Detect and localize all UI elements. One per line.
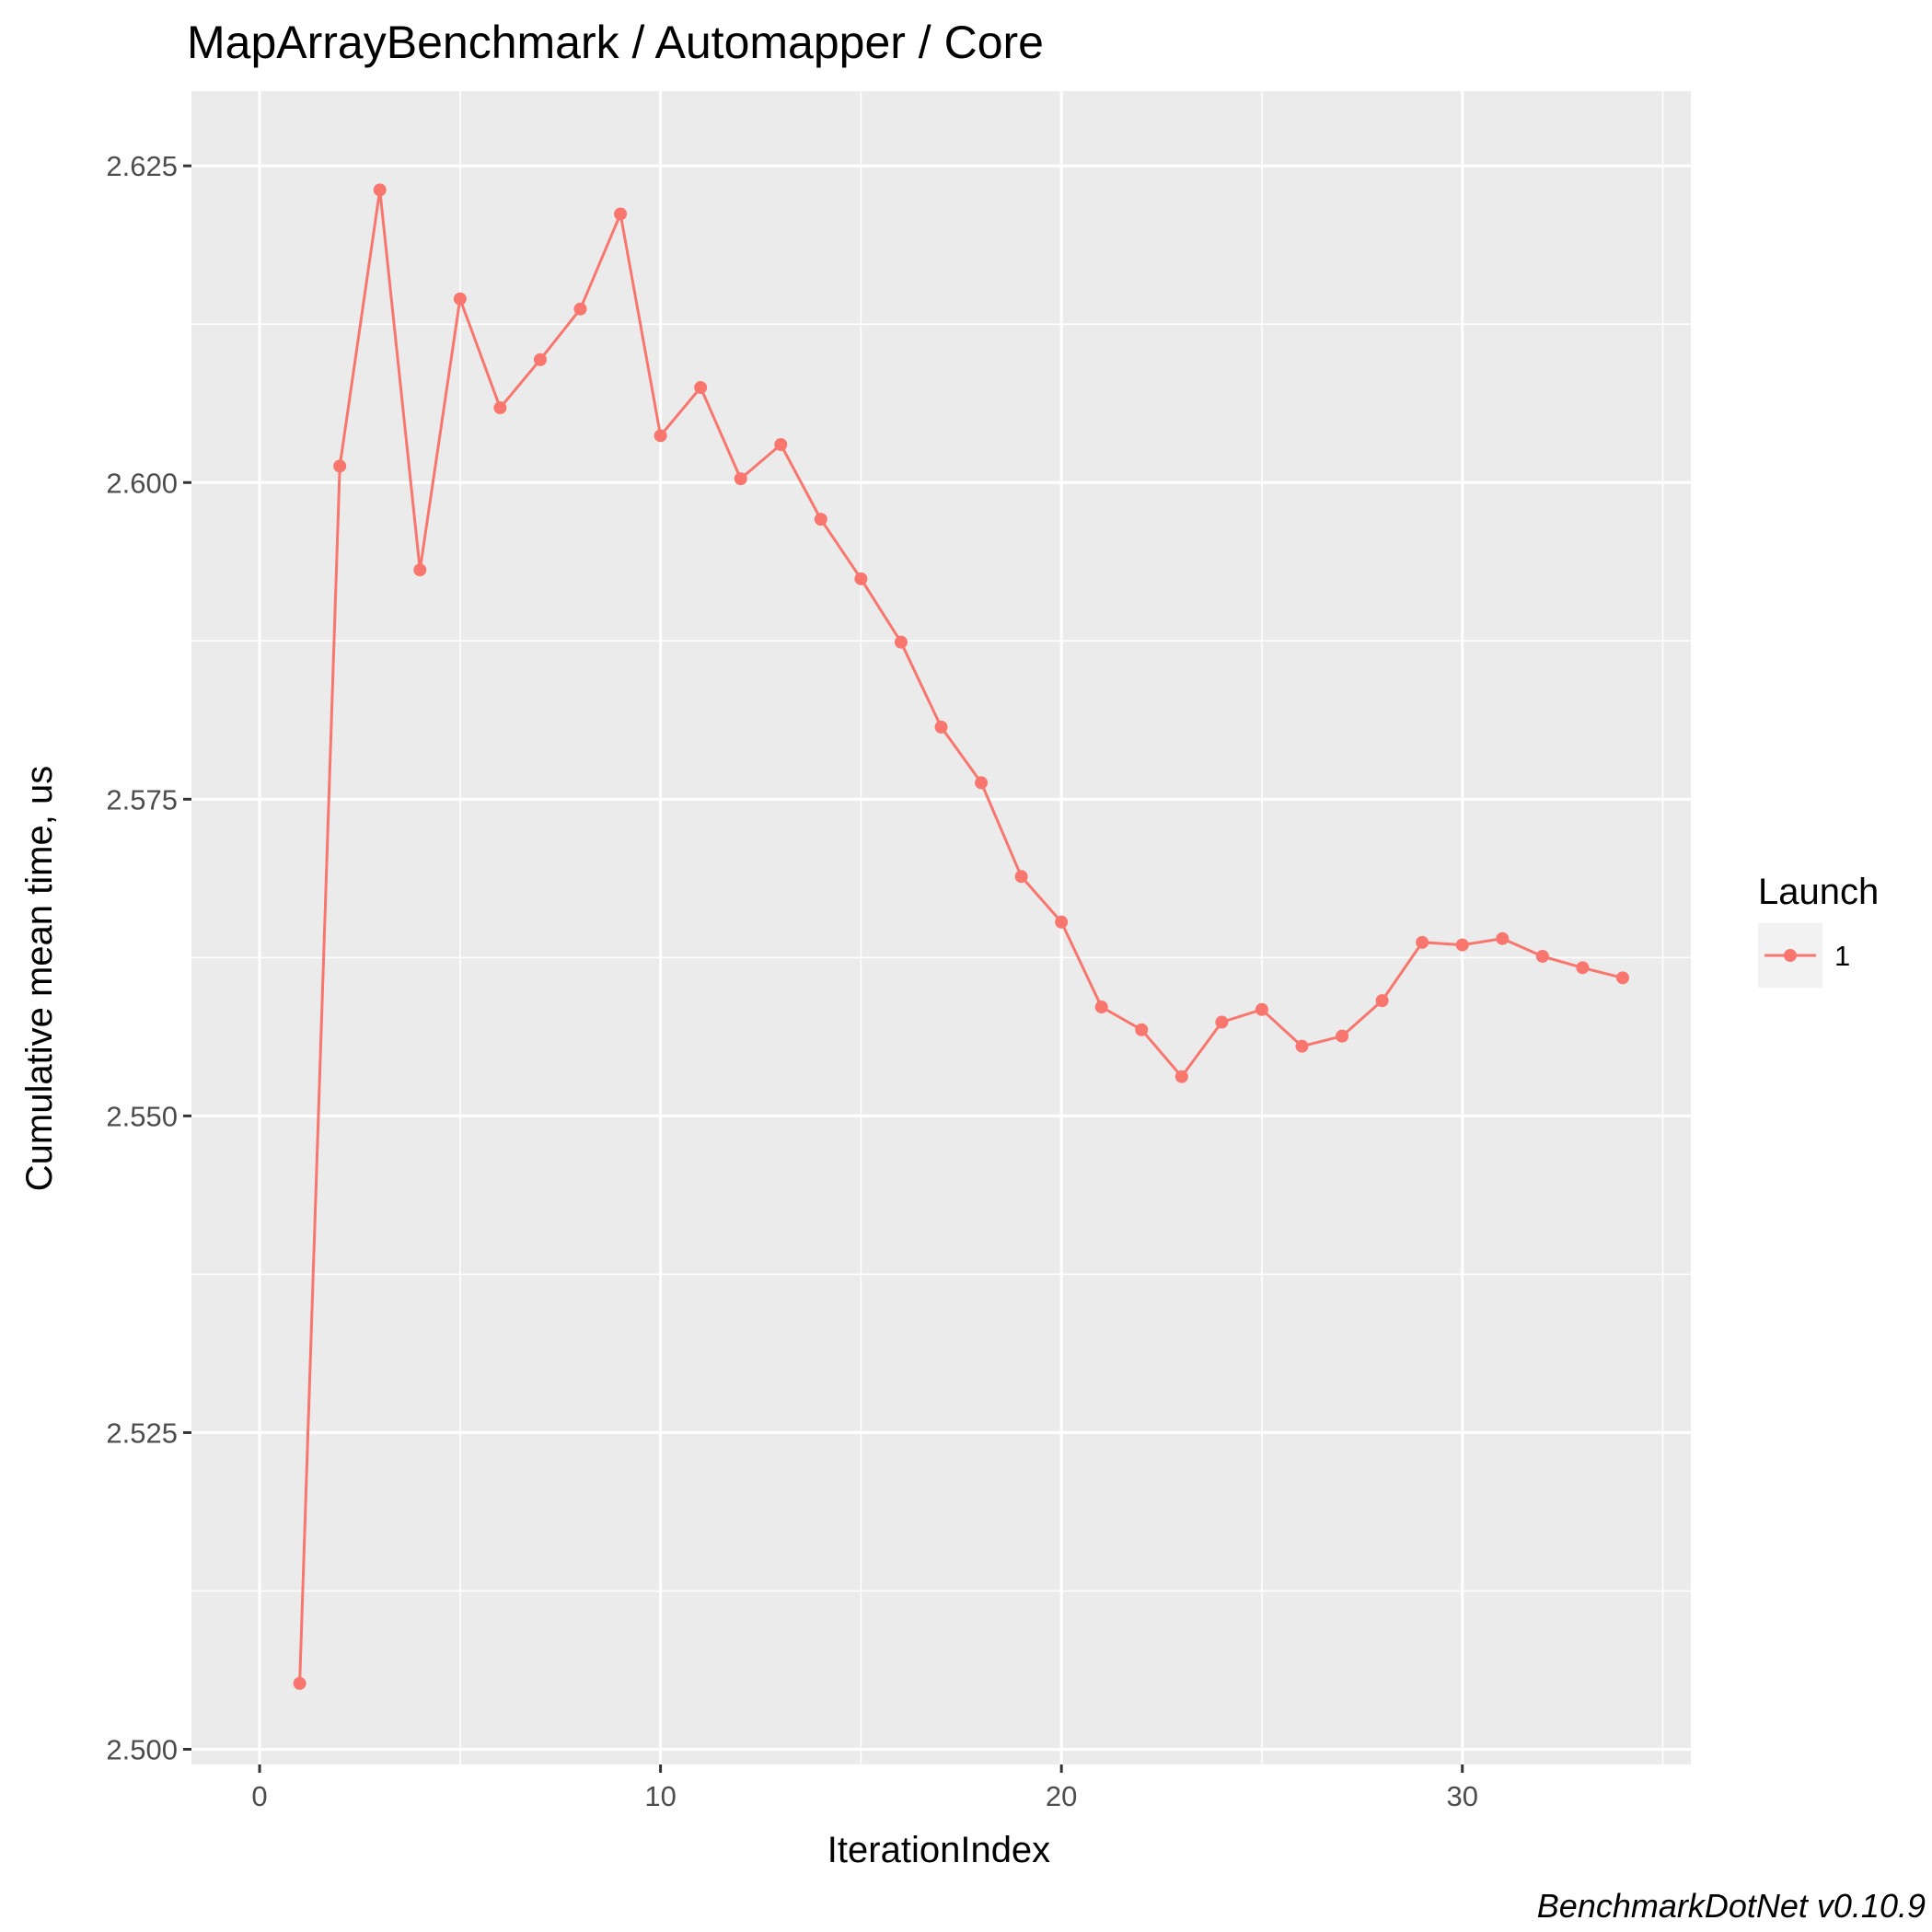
data-point <box>1455 938 1469 952</box>
chart-title: MapArrayBenchmark / Automapper / Core <box>187 17 1044 68</box>
caption: BenchmarkDotNet v0.10.9 <box>1537 1887 1926 1925</box>
x-tick-label: 10 <box>644 1780 676 1812</box>
data-point <box>373 183 387 197</box>
legend-key-point <box>1784 949 1797 962</box>
y-tick-labels: 2.500 2.525 2.550 2.575 2.600 2.625 <box>106 150 178 1765</box>
x-tick-label: 0 <box>251 1780 267 1812</box>
series-layer <box>293 183 1629 1690</box>
legend-title: Launch <box>1758 872 1879 912</box>
x-tick-label: 30 <box>1446 1780 1477 1812</box>
data-point <box>293 1676 307 1690</box>
data-point <box>1055 915 1069 929</box>
data-point <box>1615 971 1629 985</box>
y-axis-title: Cumulative mean time, us <box>19 766 60 1191</box>
data-point <box>854 572 868 585</box>
data-point <box>934 720 948 734</box>
grid-minor <box>191 91 1691 1764</box>
grid-major <box>191 91 1691 1764</box>
data-point <box>333 459 347 473</box>
plot-panel <box>191 91 1691 1764</box>
data-point <box>1135 1023 1149 1036</box>
y-tick-label: 2.550 <box>106 1100 178 1132</box>
data-point <box>774 437 788 451</box>
data-point <box>1416 935 1429 949</box>
data-point <box>814 513 827 526</box>
data-point <box>734 472 747 486</box>
data-point <box>1336 1029 1349 1043</box>
y-tick-label: 2.575 <box>106 783 178 816</box>
data-point <box>1576 961 1590 975</box>
data-point <box>1014 870 1028 884</box>
data-point <box>694 381 708 395</box>
data-point <box>975 776 989 790</box>
data-point <box>533 353 547 366</box>
data-point <box>894 635 908 649</box>
data-point <box>654 429 667 443</box>
series-line-1 <box>298 188 1624 1683</box>
data-point <box>1535 949 1549 963</box>
data-point <box>453 292 467 306</box>
data-point <box>1295 1039 1309 1053</box>
data-point <box>1375 994 1389 1008</box>
axis-ticks <box>183 164 1464 1773</box>
data-point <box>493 401 507 415</box>
data-point <box>1496 931 1510 945</box>
x-tick-labels: 0 10 20 30 <box>251 1780 1478 1812</box>
y-tick-label: 2.500 <box>106 1733 178 1765</box>
legend: Launch 1 <box>1758 872 1879 988</box>
x-tick-label: 20 <box>1046 1780 1077 1812</box>
y-tick-label: 2.600 <box>106 467 178 499</box>
y-tick-label: 2.525 <box>106 1417 178 1449</box>
x-axis-title: IterationIndex <box>827 1830 1050 1870</box>
data-point <box>614 207 628 221</box>
data-point <box>1174 1070 1188 1083</box>
data-point <box>1094 1001 1108 1014</box>
data-point <box>1215 1015 1229 1029</box>
data-point <box>573 302 587 316</box>
data-point <box>413 563 427 577</box>
legend-label-series-1: 1 <box>1834 940 1850 972</box>
y-tick-label: 2.625 <box>106 150 178 182</box>
data-point <box>1255 1002 1268 1016</box>
